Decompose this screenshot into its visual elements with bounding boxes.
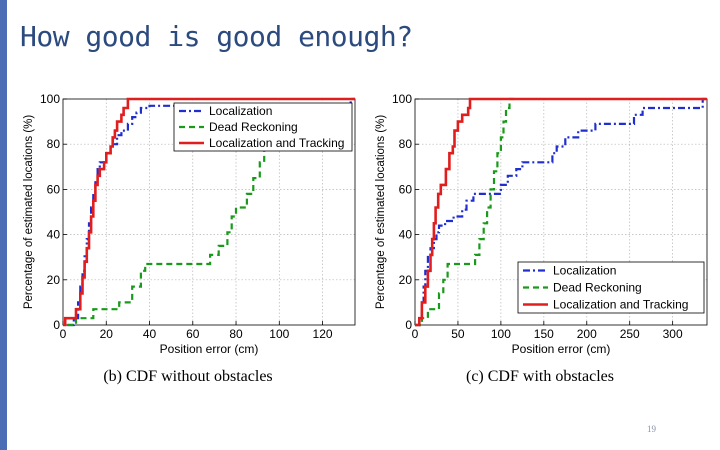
y-axis-label: Percentage of estimated locations (%) [23, 115, 35, 309]
x-tick-label: 250 [620, 327, 640, 341]
x-tick-label: 20 [100, 327, 114, 341]
y-tick-label: 100 [392, 92, 412, 106]
legend-label: Localization and Tracking [209, 136, 344, 150]
x-tick-label: 50 [451, 327, 465, 341]
slide-title: How good is good enough? [20, 20, 413, 53]
legend-label: Dead Reckoning [553, 281, 642, 295]
legend-label: Localization [209, 104, 272, 118]
page-number: 19 [647, 424, 656, 434]
y-tick-label: 60 [399, 182, 413, 196]
x-axis-label: Position error (cm) [512, 342, 611, 356]
y-tick-label: 100 [40, 92, 60, 106]
chart-caption: (c) CDF with obstacles [466, 368, 614, 385]
y-tick-label: 0 [405, 318, 412, 332]
x-tick-label: 80 [229, 327, 243, 341]
y-tick-label: 80 [399, 137, 413, 151]
legend-label: Localization and Tracking [553, 298, 688, 312]
x-tick-label: 40 [143, 327, 157, 341]
accent-bar [0, 0, 7, 450]
x-tick-label: 0 [412, 327, 419, 341]
x-tick-label: 60 [186, 327, 200, 341]
x-tick-label: 0 [60, 327, 67, 341]
chart-caption: (b) CDF without obstacles [103, 368, 272, 385]
legend-label: Localization [553, 264, 616, 278]
series-line-dead-reckoning [415, 97, 514, 327]
y-tick-label: 60 [47, 182, 61, 196]
x-tick-label: 200 [577, 327, 597, 341]
y-tick-label: 20 [47, 273, 61, 287]
x-tick-label: 100 [269, 327, 289, 341]
y-tick-label: 80 [47, 137, 61, 151]
series-line-localization-and-tracking [415, 97, 707, 327]
x-tick-label: 150 [534, 327, 554, 341]
series-line-localization-and-tracking [63, 97, 355, 327]
y-tick-label: 20 [399, 273, 413, 287]
x-tick-label: 300 [663, 327, 683, 341]
chart-cdf-without-obstacles: 0 20 40 60 80 100 120 0 20 40 60 80 100 Position erro… [23, 92, 356, 385]
x-axis-label: Position error (cm) [160, 342, 259, 356]
y-tick-label: 0 [53, 318, 60, 332]
y-axis-label: Percentage of estimated locations (%) [375, 115, 387, 309]
series-line-dead-reckoning [67, 139, 270, 327]
y-tick-label: 40 [47, 228, 61, 242]
x-tick-label: 120 [313, 327, 333, 341]
y-tick-label: 40 [399, 228, 413, 242]
x-tick-label: 100 [491, 327, 511, 341]
legend-box [517, 261, 705, 314]
legend-label: Dead Reckoning [209, 120, 298, 134]
